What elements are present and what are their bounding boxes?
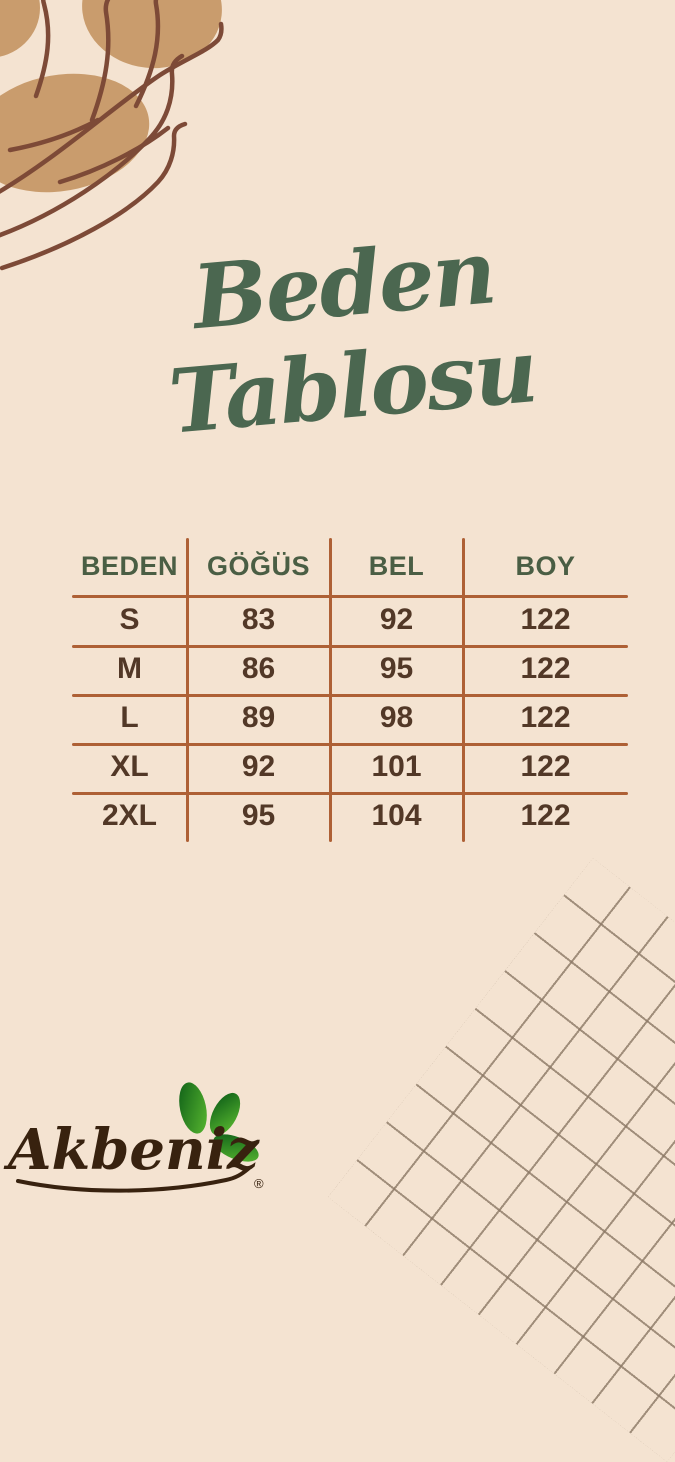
- table-cell-size: M: [117, 651, 142, 685]
- table-cell-size: L: [120, 700, 139, 734]
- registered-mark: ®: [254, 1176, 264, 1191]
- table-cell-boy: 122: [520, 602, 571, 636]
- table-cell-gogus: 92: [241, 749, 276, 783]
- logo-swash: [16, 1167, 250, 1193]
- row-divider: [72, 694, 628, 697]
- header-cell-beden: BEDEN: [80, 551, 178, 581]
- top-left-decoration: [0, 0, 224, 271]
- column-divider: [329, 538, 332, 842]
- size-table: BEDEN GÖĞÜS BEL BOY S 83 92 122 M 86 95 …: [72, 538, 628, 842]
- table-cell-bel: 92: [379, 602, 414, 636]
- column-divider: [462, 538, 465, 842]
- header-cell-boy: BOY: [515, 551, 576, 581]
- lattice-pattern: [328, 858, 675, 1462]
- table-cell-gogus: 95: [241, 798, 276, 832]
- row-divider: [72, 743, 628, 746]
- table-cell-bel: 98: [379, 700, 414, 734]
- table-header-row: BEDEN GÖĞÜS BEL BOY: [72, 538, 628, 595]
- table-cell-gogus: 83: [241, 602, 276, 636]
- header-cell-gogus: GÖĞÜS: [206, 551, 310, 581]
- brand-name: Akbeniz: [3, 1117, 260, 1183]
- table-cell-boy: 122: [520, 798, 571, 832]
- table-cell-gogus: 89: [241, 700, 276, 734]
- column-divider: [186, 538, 189, 842]
- table-cell-boy: 122: [520, 651, 571, 685]
- table-row: M 86 95 122: [72, 644, 628, 693]
- leaf-icon: [179, 1082, 259, 1162]
- table-cell-size: S: [119, 602, 140, 636]
- row-divider: [72, 645, 628, 648]
- table-cell-size: 2XL: [101, 798, 158, 832]
- branch-icon: [0, 0, 224, 271]
- table-row: L 89 98 122: [72, 693, 628, 742]
- table-cell-gogus: 86: [241, 651, 276, 685]
- row-divider: [72, 595, 628, 598]
- page-title: Beden Tablosu: [121, 219, 576, 453]
- table-cell-bel: 104: [371, 798, 422, 832]
- table-row: XL 92 101 122: [72, 742, 628, 791]
- table-cell-size: XL: [110, 749, 149, 783]
- table-cell-bel: 101: [371, 749, 422, 783]
- brand-logo: Akbeniz ®: [3, 1082, 264, 1193]
- table-cell-bel: 95: [379, 651, 414, 685]
- table-row: 2XL 95 104 122: [72, 791, 628, 840]
- table-row: S 83 92 122: [72, 595, 628, 644]
- header-cell-bel: BEL: [368, 551, 425, 581]
- table-cell-boy: 122: [520, 749, 571, 783]
- blob-shape: [0, 0, 222, 193]
- table-cell-boy: 122: [520, 700, 571, 734]
- row-divider: [72, 792, 628, 795]
